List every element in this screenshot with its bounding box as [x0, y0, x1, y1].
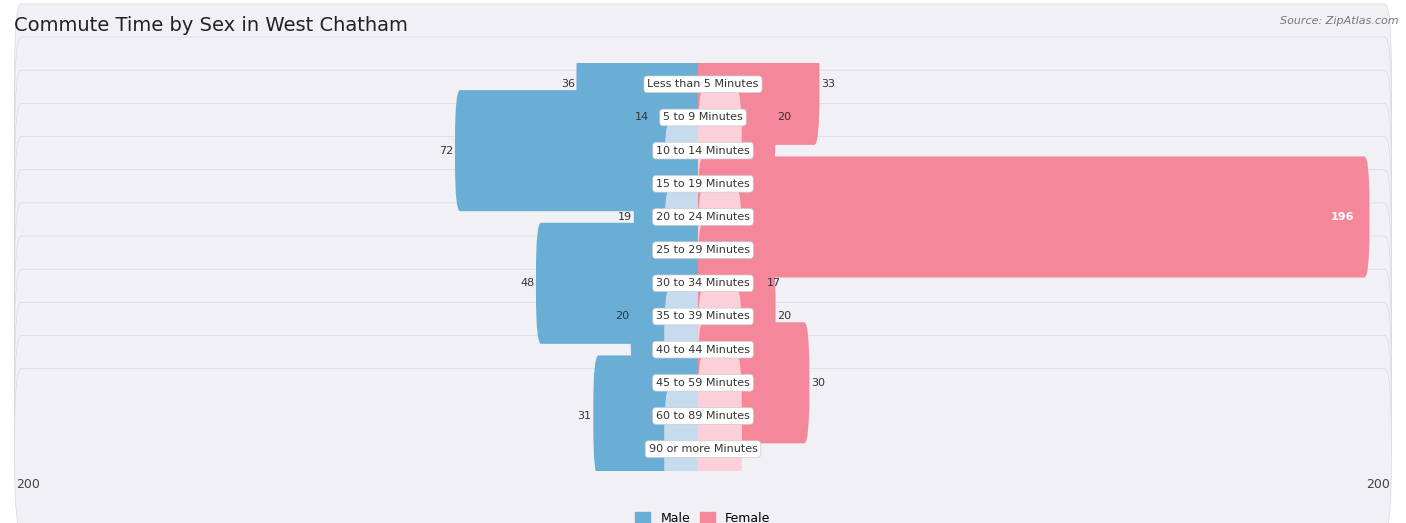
FancyBboxPatch shape	[697, 356, 742, 476]
Text: Less than 5 Minutes: Less than 5 Minutes	[647, 79, 759, 89]
Text: 31: 31	[578, 411, 592, 421]
Text: 0: 0	[655, 245, 662, 255]
Text: 196: 196	[1330, 212, 1354, 222]
Text: 36: 36	[561, 79, 575, 89]
Text: 20: 20	[778, 112, 792, 122]
FancyBboxPatch shape	[664, 190, 709, 311]
FancyBboxPatch shape	[697, 322, 810, 444]
Text: 5 to 9 Minutes: 5 to 9 Minutes	[664, 112, 742, 122]
FancyBboxPatch shape	[576, 24, 709, 145]
Text: 10 to 14 Minutes: 10 to 14 Minutes	[657, 145, 749, 156]
Text: 60 to 89 Minutes: 60 to 89 Minutes	[657, 411, 749, 421]
FancyBboxPatch shape	[593, 356, 709, 476]
FancyBboxPatch shape	[14, 70, 1392, 231]
Text: 30: 30	[811, 378, 825, 388]
Text: 17: 17	[768, 278, 782, 288]
Text: 0: 0	[744, 145, 751, 156]
Text: 14: 14	[636, 112, 650, 122]
FancyBboxPatch shape	[651, 57, 709, 178]
Text: 72: 72	[439, 145, 453, 156]
Text: 0: 0	[655, 345, 662, 355]
FancyBboxPatch shape	[664, 289, 709, 410]
Text: 0: 0	[744, 179, 751, 189]
Text: 40 to 44 Minutes: 40 to 44 Minutes	[657, 345, 749, 355]
FancyBboxPatch shape	[14, 269, 1392, 430]
FancyBboxPatch shape	[536, 223, 709, 344]
Text: 25 to 29 Minutes: 25 to 29 Minutes	[657, 245, 749, 255]
Legend: Male, Female: Male, Female	[630, 507, 776, 523]
FancyBboxPatch shape	[14, 104, 1392, 264]
Text: Commute Time by Sex in West Chatham: Commute Time by Sex in West Chatham	[14, 16, 408, 35]
FancyBboxPatch shape	[630, 256, 709, 377]
FancyBboxPatch shape	[14, 302, 1392, 463]
FancyBboxPatch shape	[697, 190, 742, 311]
FancyBboxPatch shape	[14, 137, 1392, 298]
FancyBboxPatch shape	[664, 322, 709, 444]
Text: 19: 19	[619, 212, 633, 222]
FancyBboxPatch shape	[14, 203, 1392, 363]
FancyBboxPatch shape	[456, 90, 709, 211]
Text: 15 to 19 Minutes: 15 to 19 Minutes	[657, 179, 749, 189]
FancyBboxPatch shape	[14, 4, 1392, 165]
Text: 0: 0	[744, 444, 751, 454]
Text: 90 or more Minutes: 90 or more Minutes	[648, 444, 758, 454]
Text: 0: 0	[655, 444, 662, 454]
FancyBboxPatch shape	[697, 389, 742, 510]
FancyBboxPatch shape	[697, 256, 776, 377]
FancyBboxPatch shape	[14, 236, 1392, 397]
Text: 20: 20	[614, 312, 628, 322]
Text: 0: 0	[744, 345, 751, 355]
FancyBboxPatch shape	[14, 369, 1392, 523]
FancyBboxPatch shape	[697, 90, 742, 211]
FancyBboxPatch shape	[697, 57, 776, 178]
FancyBboxPatch shape	[14, 336, 1392, 496]
FancyBboxPatch shape	[697, 289, 742, 410]
FancyBboxPatch shape	[697, 24, 820, 145]
FancyBboxPatch shape	[697, 223, 765, 344]
Text: 0: 0	[744, 245, 751, 255]
FancyBboxPatch shape	[664, 123, 709, 244]
FancyBboxPatch shape	[634, 156, 709, 278]
Text: 20 to 24 Minutes: 20 to 24 Minutes	[657, 212, 749, 222]
FancyBboxPatch shape	[697, 156, 1369, 278]
Text: 45 to 59 Minutes: 45 to 59 Minutes	[657, 378, 749, 388]
FancyBboxPatch shape	[14, 37, 1392, 198]
Text: 33: 33	[821, 79, 835, 89]
FancyBboxPatch shape	[14, 170, 1392, 331]
Text: 48: 48	[520, 278, 534, 288]
Text: 0: 0	[744, 411, 751, 421]
Text: 35 to 39 Minutes: 35 to 39 Minutes	[657, 312, 749, 322]
Text: 30 to 34 Minutes: 30 to 34 Minutes	[657, 278, 749, 288]
Text: Source: ZipAtlas.com: Source: ZipAtlas.com	[1281, 16, 1399, 26]
Text: 0: 0	[655, 179, 662, 189]
Text: 20: 20	[778, 312, 792, 322]
FancyBboxPatch shape	[664, 389, 709, 510]
FancyBboxPatch shape	[697, 123, 742, 244]
Text: 0: 0	[655, 378, 662, 388]
